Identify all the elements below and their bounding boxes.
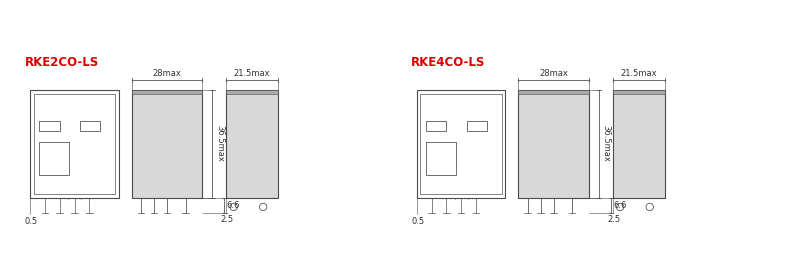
Bar [420, 94, 502, 194]
Bar [132, 90, 202, 94]
Bar [426, 142, 456, 175]
Text: 6.6: 6.6 [227, 201, 240, 210]
Bar [80, 121, 100, 131]
Text: 2.5: 2.5 [607, 215, 620, 224]
Text: 0.5: 0.5 [25, 217, 38, 226]
Bar [613, 90, 665, 94]
Bar [39, 142, 69, 175]
Text: RKE2CO-LS: RKE2CO-LS [25, 56, 99, 69]
Bar [518, 90, 589, 198]
Text: 6.6: 6.6 [613, 201, 626, 210]
Bar [226, 90, 278, 94]
Text: 2.5: 2.5 [221, 215, 233, 224]
Text: 0.5: 0.5 [411, 217, 424, 226]
Text: 36.5max: 36.5max [215, 126, 224, 162]
Bar [467, 121, 487, 131]
Text: 21.5max: 21.5max [234, 69, 270, 78]
Bar [34, 94, 115, 194]
Text: 21.5max: 21.5max [620, 69, 657, 78]
Bar [613, 90, 665, 198]
Bar [226, 90, 278, 198]
Text: RKE4CO-LS: RKE4CO-LS [411, 56, 485, 69]
Bar [417, 90, 505, 198]
Bar [518, 90, 589, 94]
Bar [426, 121, 446, 131]
Bar [30, 90, 119, 198]
Text: 28max: 28max [539, 69, 568, 78]
Bar [39, 121, 60, 131]
Text: 36.5max: 36.5max [602, 126, 610, 162]
Bar [132, 90, 202, 198]
Text: 28max: 28max [152, 69, 181, 78]
